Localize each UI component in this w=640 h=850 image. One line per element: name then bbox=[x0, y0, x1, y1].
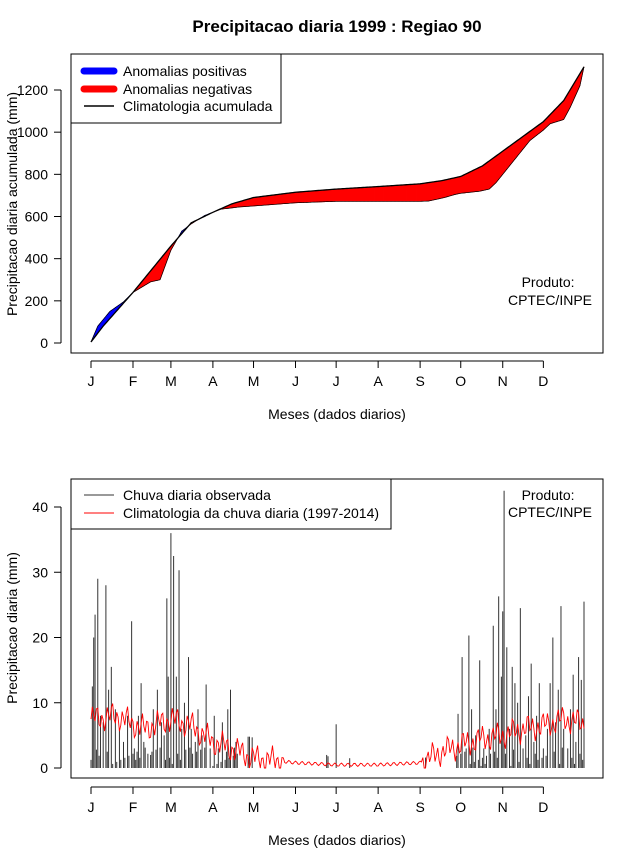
x-tick-label: N bbox=[498, 799, 508, 815]
legend-label-climatology: Climatologia da chuva diaria (1997-2014) bbox=[123, 505, 379, 521]
accumulated-chart: 0 200 400 600 800 1000 1200 J F M A M J J A S O N D Meses… bbox=[4, 53, 604, 422]
x-axis-title: Meses (dados diarios) bbox=[268, 832, 406, 848]
climatology-line bbox=[90, 66, 585, 343]
legend: Anomalias positivas Anomalias negativas … bbox=[70, 53, 282, 124]
y-tick-label: 20 bbox=[32, 630, 48, 646]
x-tick-label: M bbox=[165, 373, 177, 389]
x-tick-label: F bbox=[129, 799, 138, 815]
x-tick-label: J bbox=[333, 799, 340, 815]
observed-bars bbox=[90, 490, 585, 768]
product-annotation: Produto: CPTEC/INPE bbox=[508, 487, 592, 520]
x-tick-label: O bbox=[455, 373, 466, 389]
legend-label-observed: Chuva diaria observada bbox=[123, 487, 271, 503]
y-tick-label: 800 bbox=[25, 166, 49, 182]
legend: Chuva diaria observada Climatologia da c… bbox=[70, 478, 392, 530]
observed-accumulated-line bbox=[90, 66, 585, 343]
x-tick-label: M bbox=[165, 799, 177, 815]
plot-box bbox=[70, 53, 604, 354]
legend-box bbox=[70, 478, 392, 530]
x-axis-title: Meses (dados diarios) bbox=[268, 406, 406, 422]
y-axis-title: Precipitacao diaria (mm) bbox=[4, 552, 20, 704]
x-tick-label: D bbox=[538, 373, 548, 389]
product-annotation: Produto: CPTEC/INPE bbox=[508, 274, 592, 308]
x-tick-label: J bbox=[333, 373, 340, 389]
y-axis: 0 200 400 600 800 1000 1200 bbox=[17, 82, 62, 351]
y-tick-label: 200 bbox=[25, 293, 49, 309]
daily-climatology-line bbox=[90, 703, 585, 769]
x-tick-label: S bbox=[415, 799, 424, 815]
x-tick-label: J bbox=[88, 373, 95, 389]
legend-label-climatology: Climatologia acumulada bbox=[123, 98, 273, 114]
x-tick-label: J bbox=[292, 373, 299, 389]
y-tick-label: 30 bbox=[32, 564, 48, 580]
x-tick-label: S bbox=[415, 373, 424, 389]
x-tick-label: A bbox=[208, 799, 218, 815]
y-axis: 0 10 20 30 40 bbox=[32, 499, 62, 776]
x-tick-label: D bbox=[538, 799, 548, 815]
y-tick-label: 10 bbox=[32, 695, 48, 711]
y-tick-label: 1000 bbox=[17, 124, 48, 140]
figure-title: Precipitacao diaria 1999 : Regiao 90 bbox=[192, 17, 481, 36]
x-tick-label: M bbox=[248, 373, 260, 389]
x-tick-label: M bbox=[248, 799, 260, 815]
x-tick-label: J bbox=[88, 799, 95, 815]
y-tick-label: 1200 bbox=[17, 82, 48, 98]
x-tick-label: A bbox=[373, 373, 383, 389]
x-tick-label: N bbox=[498, 373, 508, 389]
x-tick-label: A bbox=[373, 799, 383, 815]
y-tick-label: 0 bbox=[40, 760, 48, 776]
y-tick-label: 40 bbox=[32, 499, 48, 515]
x-tick-label: J bbox=[292, 799, 299, 815]
y-axis-title: Precipitacao diaria acumulada (mm) bbox=[4, 92, 20, 316]
legend-label-positive: Anomalias positivas bbox=[123, 63, 247, 79]
y-tick-label: 600 bbox=[25, 209, 49, 225]
legend-label-negative: Anomalias negativas bbox=[123, 81, 252, 97]
x-tick-label: O bbox=[455, 799, 466, 815]
x-tick-label: F bbox=[129, 373, 138, 389]
y-tick-label: 400 bbox=[25, 251, 49, 267]
y-tick-label: 0 bbox=[40, 335, 48, 351]
x-tick-label: A bbox=[208, 373, 218, 389]
daily-chart: 0 10 20 30 40 J F M A M J J A S O N D Meses (dados diar… bbox=[4, 478, 604, 848]
